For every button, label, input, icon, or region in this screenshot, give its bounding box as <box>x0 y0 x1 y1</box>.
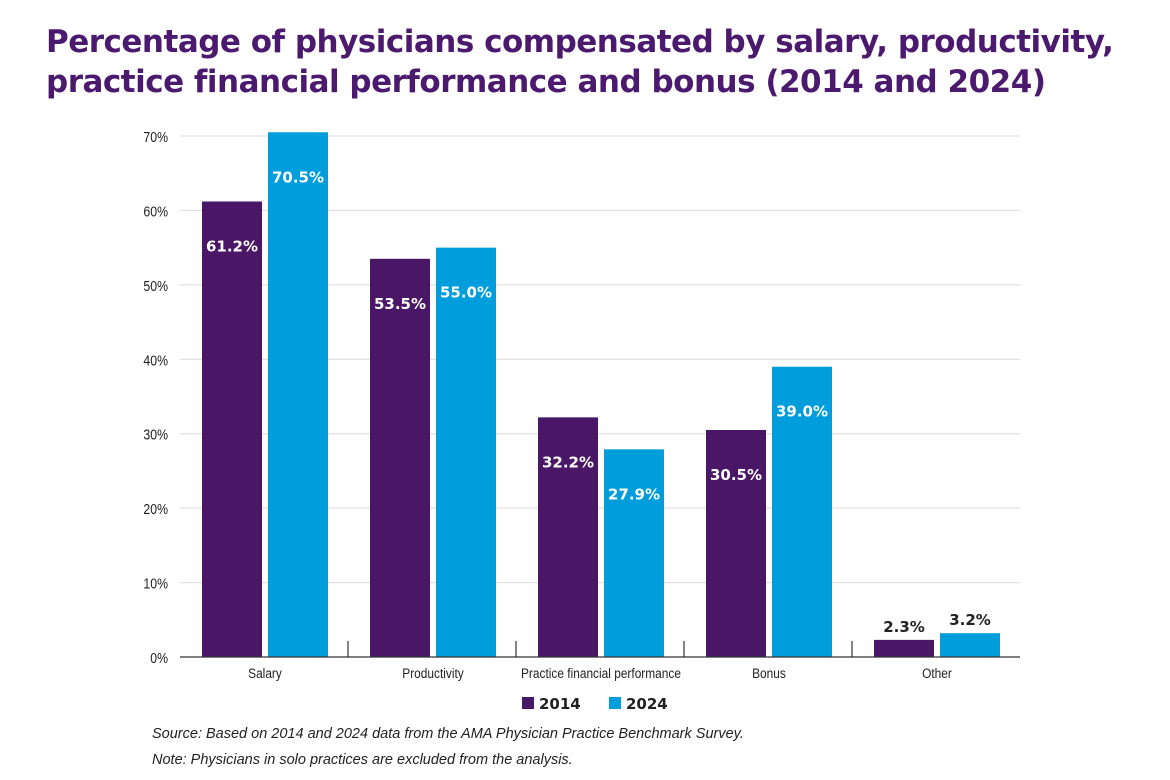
data-label: 55.0% <box>440 284 492 302</box>
y-tick-label: 0% <box>150 650 168 666</box>
bar-2024 <box>772 366 832 657</box>
y-tick-label: 50% <box>143 278 168 294</box>
legend-swatch-2024 <box>609 697 621 709</box>
bar-2024 <box>268 132 328 657</box>
bar-2014 <box>706 429 766 657</box>
x-tick-label: Productivity <box>402 665 464 681</box>
x-tick-label: Other <box>922 665 952 681</box>
data-label: 3.2% <box>949 611 991 629</box>
legend-label: 2014 <box>539 695 581 713</box>
data-label: 32.2% <box>542 453 594 471</box>
data-label: 53.5% <box>374 295 426 313</box>
source-note: Source: Based on 2014 and 2024 data from… <box>152 726 744 742</box>
bar-2014 <box>202 201 262 658</box>
data-label: 2.3% <box>883 618 925 636</box>
analysis-note: Note: Physicians in solo practices are e… <box>152 752 573 768</box>
x-tick-label: Salary <box>248 665 282 681</box>
legend-label: 2024 <box>626 695 668 713</box>
bar-2014 <box>370 258 430 657</box>
data-label: 61.2% <box>206 237 258 255</box>
bar-2024 <box>604 449 664 657</box>
y-tick-label: 70% <box>143 129 168 145</box>
data-label: 39.0% <box>776 403 828 421</box>
chart-title: Percentage of physicians compensated by … <box>46 24 1114 100</box>
data-label: 27.9% <box>608 485 660 503</box>
legend-swatch-2014 <box>522 697 534 709</box>
y-tick-label: 30% <box>143 427 168 443</box>
data-label: 30.5% <box>710 466 762 484</box>
x-tick-label: Bonus <box>752 665 786 681</box>
bar-2024 <box>436 247 496 657</box>
y-tick-label: 60% <box>143 203 168 219</box>
y-tick-label: 20% <box>143 501 168 517</box>
bar-2014 <box>874 639 934 657</box>
bar-2014 <box>538 417 598 657</box>
x-tick-label: Practice financial performance <box>521 665 681 681</box>
bar-2024 <box>940 633 1000 657</box>
data-label: 70.5% <box>272 168 324 186</box>
y-tick-label: 40% <box>143 352 168 368</box>
y-tick-label: 10% <box>143 575 168 591</box>
